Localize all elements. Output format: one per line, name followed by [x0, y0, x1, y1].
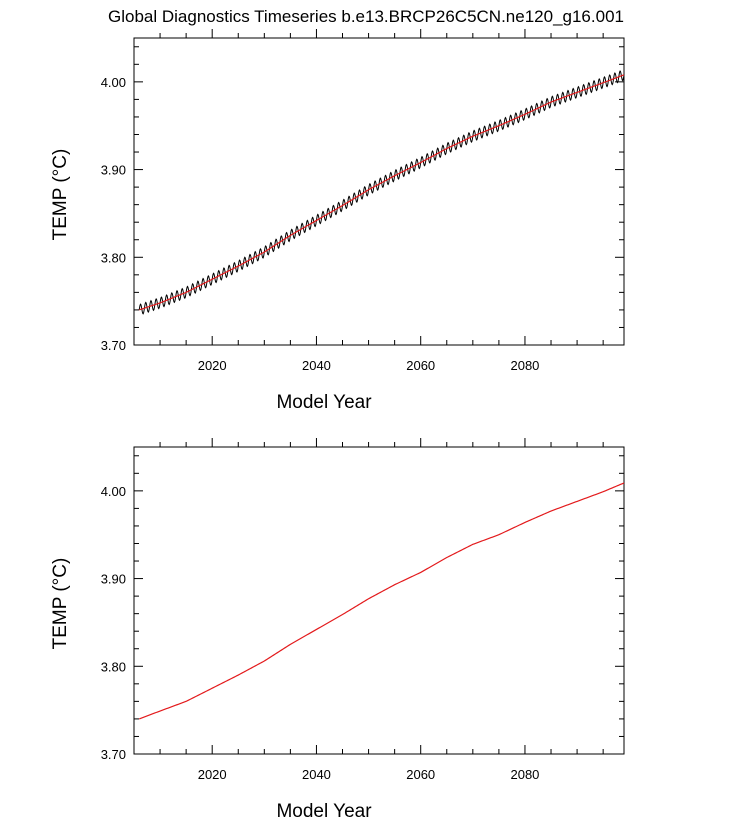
x-tick-label: 2060 — [406, 358, 435, 373]
y-tick-label: 3.70 — [101, 338, 126, 353]
y-axis-title: TEMP (°C) — [50, 558, 71, 650]
series-line-annual-mean — [139, 74, 625, 311]
y-tick-label: 3.90 — [101, 163, 126, 178]
x-tick-label: 2040 — [302, 358, 331, 373]
x-tick-label: 2020 — [198, 767, 227, 782]
x-tick-label: 2060 — [406, 767, 435, 782]
figure-title: Global Diagnostics Timeseries b.e13.BRCP… — [108, 7, 624, 26]
y-tick-label: 3.70 — [101, 747, 126, 762]
series-line-monthly — [138, 70, 625, 315]
plot-frame — [133, 37, 625, 346]
x-tick-label: 2080 — [510, 767, 539, 782]
series-line-annual-mean — [138, 482, 625, 720]
x-axis-title: Model Year — [276, 392, 372, 413]
x-tick-label: 2020 — [198, 358, 227, 373]
plot-frame — [133, 446, 625, 755]
y-tick-label: 3.80 — [101, 250, 126, 265]
x-tick-label: 2040 — [302, 767, 331, 782]
y-tick-label: 3.80 — [101, 659, 126, 674]
y-tick-label: 3.90 — [101, 572, 126, 587]
y-axis-title: TEMP (°C) — [50, 149, 71, 241]
y-tick-label: 4.00 — [101, 75, 126, 90]
x-tick-label: 2080 — [510, 358, 539, 373]
bottom-chart-panel: 2020 2040 2060 2080 3.70 3.80 3.90 4.00 Model Ye… — [50, 438, 625, 822]
top-chart-panel: 2020 2040 2060 2080 3.70 3.80 3.90 4.00 Model Ye… — [50, 29, 625, 413]
y-tick-label: 4.00 — [101, 484, 126, 499]
x-axis-title: Model Year — [276, 801, 372, 822]
